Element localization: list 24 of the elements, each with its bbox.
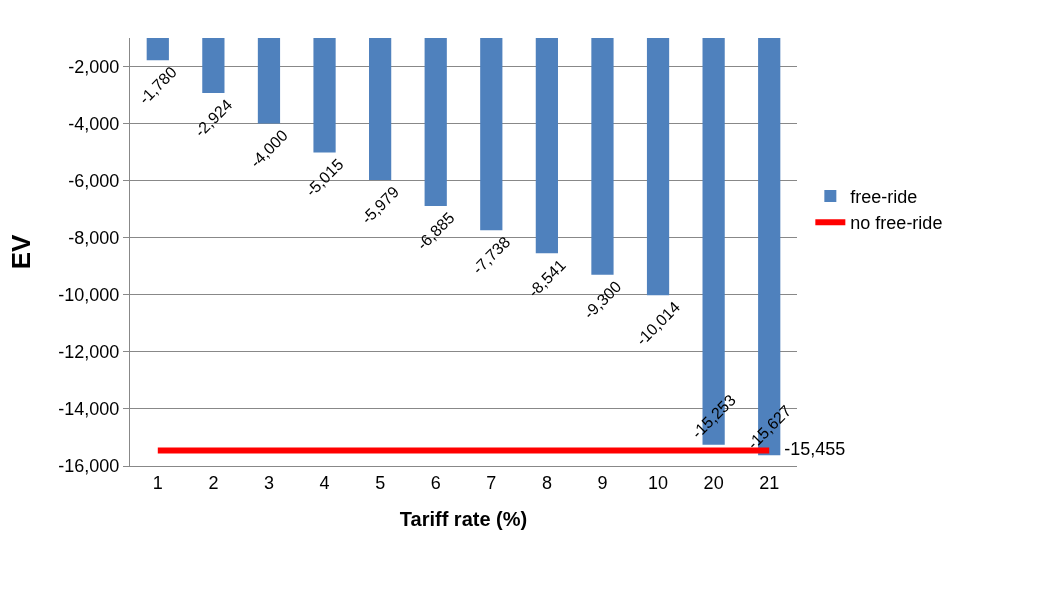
legend-label: no free-ride: [850, 213, 943, 234]
y-tick-label: -14,000: [58, 399, 120, 420]
x-tick-label: 4: [319, 472, 330, 493]
y-tick-label: -6,000: [68, 170, 120, 191]
y-tick-label: -4,000: [68, 113, 120, 134]
x-tick-label: 3: [263, 472, 274, 493]
y-tick-label: -10,000: [58, 285, 120, 306]
x-tick-label: 1: [152, 472, 163, 493]
y-axis-title: EV: [5, 234, 36, 270]
y-tick-label: -8,000: [68, 228, 120, 249]
x-tick-label: 9: [597, 472, 608, 493]
x-tick-label: 2: [208, 472, 219, 493]
y-tick-label: -2,000: [68, 56, 120, 77]
x-axis-title: Tariff rate (%): [399, 508, 528, 531]
x-tick-label: 8: [541, 472, 552, 493]
y-tick-label: -12,000: [58, 342, 120, 363]
x-tick-label: 6: [430, 472, 441, 493]
x-tick-label: 7: [486, 472, 497, 493]
x-tick-label: 21: [759, 472, 780, 493]
x-tick-label: 20: [703, 472, 724, 493]
x-tick-label: 10: [648, 472, 669, 493]
y-tick-label: -16,000: [58, 456, 120, 477]
legend-label: free-ride: [850, 186, 918, 207]
x-tick-label: 5: [375, 472, 386, 493]
